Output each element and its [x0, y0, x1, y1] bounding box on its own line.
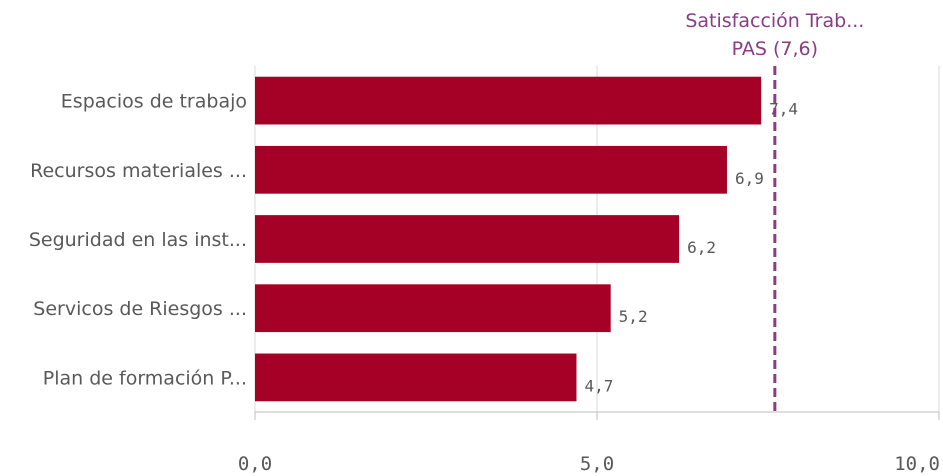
category-labels: Espacios de trabajo Recursos materiales .… [29, 91, 247, 390]
value-label: 4,7 [584, 376, 613, 395]
bar[interactable] [255, 353, 577, 402]
bar[interactable] [255, 76, 762, 125]
category-label: Recursos materiales ... [30, 160, 247, 182]
category-label: Servicos de Riesgos ... [33, 298, 247, 320]
value-label: 7,4 [769, 100, 798, 119]
bar[interactable] [255, 284, 611, 333]
value-label: 6,2 [687, 238, 716, 257]
category-label: Seguridad en las inst... [29, 229, 247, 251]
bar[interactable] [255, 215, 680, 263]
value-labels: 7,4 6,9 6,2 5,2 4,7 [584, 100, 798, 396]
reference-line-label-title: Satisfacción Trab... [685, 10, 864, 32]
bar[interactable] [255, 145, 727, 194]
x-tick-label: 0,0 [238, 453, 272, 475]
value-label: 6,9 [735, 169, 764, 188]
reference-line-group: Satisfacción Trab... PAS (7,6) [685, 10, 864, 412]
x-tick-label: 10,0 [894, 453, 940, 475]
category-label: Espacios de trabajo [61, 91, 247, 113]
x-tick-label: 5,0 [580, 453, 614, 475]
x-axis: 0,0 5,0 10,0 [238, 411, 940, 475]
bars-group [255, 76, 762, 402]
value-label: 5,2 [619, 307, 648, 326]
reference-line-label-value: PAS (7,6) [732, 38, 818, 60]
category-label: Plan de formación P... [43, 367, 247, 389]
